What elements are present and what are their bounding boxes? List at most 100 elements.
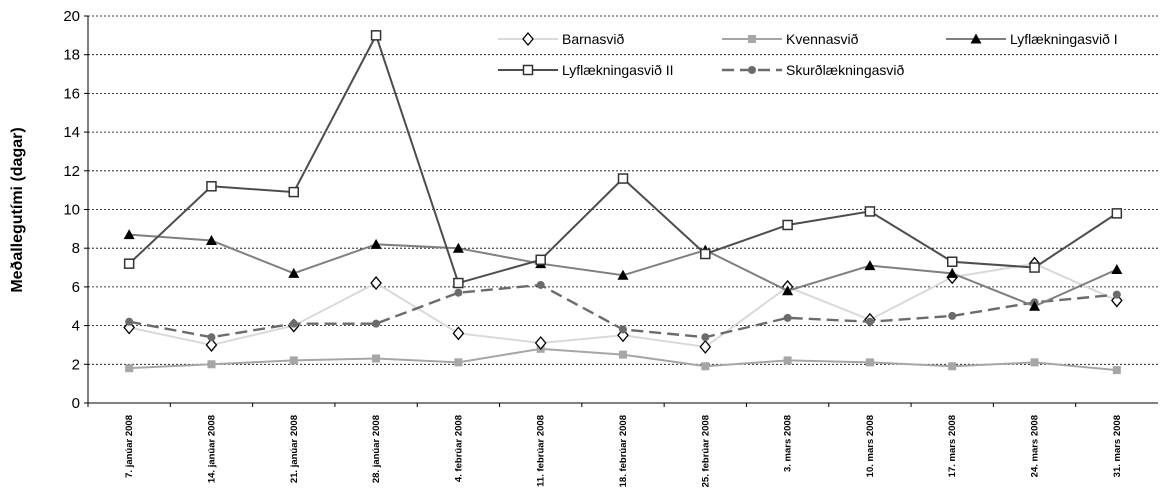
data-point <box>783 313 792 322</box>
y-tick-label: 4 <box>72 318 80 335</box>
y-tick-label: 6 <box>72 279 80 296</box>
data-point <box>617 173 629 184</box>
y-tick-label: 18 <box>63 47 80 64</box>
data-point <box>125 364 134 373</box>
y-tick-label: 10 <box>63 202 80 219</box>
data-point <box>452 242 464 253</box>
y-tick-label: 2 <box>72 356 80 373</box>
data-point <box>619 350 627 359</box>
data-point <box>970 33 982 44</box>
data-point <box>619 325 627 334</box>
data-point <box>536 280 545 289</box>
legend-item: Lyflækningasvið I <box>946 31 1118 47</box>
data-point <box>1030 358 1039 367</box>
data-point <box>700 248 711 260</box>
data-point <box>782 285 794 296</box>
x-tick-label: 11. febrúar 2008 <box>536 415 547 487</box>
data-point <box>946 256 958 267</box>
y-tick-label: 14 <box>63 124 80 141</box>
y-tick-labels: 0 2 4 6 8 10 12 14 16 18 20 <box>63 8 88 412</box>
data-point <box>864 206 876 217</box>
x-tick-label: 24. mars 2008 <box>1030 415 1041 477</box>
legend-label: Barnasvið <box>562 31 624 47</box>
data-point <box>617 269 629 280</box>
y-axis-label: Meðallegutími (dagar) <box>9 127 26 292</box>
data-point <box>206 181 217 192</box>
data-point <box>452 326 465 341</box>
data-point <box>948 362 957 371</box>
data-point <box>1029 300 1041 311</box>
legend-label: Lyflækningasvið I <box>1010 31 1118 47</box>
data-point <box>372 354 381 363</box>
x-tick-label: 28. janúar 2008 <box>371 415 382 483</box>
data-point <box>535 254 546 266</box>
x-tick-label: 10. mars 2008 <box>865 415 876 477</box>
data-point <box>207 360 216 369</box>
x-tick-label: 3. mars 2008 <box>783 415 794 472</box>
data-point <box>522 31 534 47</box>
data-point <box>783 356 792 365</box>
data-point <box>701 362 710 371</box>
data-point <box>205 337 218 352</box>
data-point <box>1112 290 1121 299</box>
data-point <box>748 35 756 43</box>
x-tick-label: 25. febrúar 2008 <box>700 415 711 487</box>
series-3 <box>123 229 1123 311</box>
legend-label: Kvennasvið <box>786 31 859 47</box>
data-point <box>454 288 463 297</box>
data-point <box>288 267 300 278</box>
data-point <box>948 311 957 320</box>
data-point <box>289 356 298 365</box>
y-tick-label: 16 <box>63 85 80 102</box>
data-point <box>782 219 793 231</box>
data-point <box>370 238 382 249</box>
x-tick-label: 17. mars 2008 <box>947 415 958 477</box>
series-5 <box>125 280 1121 342</box>
data-point <box>865 358 874 367</box>
y-tick-label: 12 <box>63 163 80 180</box>
legend-item: Kvennasvið <box>722 31 859 47</box>
legend: Barnasvið Kvennasvið Lyflækningasvið I Lyfl… <box>498 31 1118 78</box>
series-group <box>123 30 1123 375</box>
x-tick-label: 18. febrúar 2008 <box>618 415 629 487</box>
data-point <box>454 358 463 367</box>
data-point <box>205 234 217 245</box>
data-point <box>123 229 135 240</box>
series-4 <box>123 30 1123 289</box>
data-point <box>370 30 382 41</box>
data-point <box>372 319 381 328</box>
data-point <box>748 66 756 74</box>
legend-label: Lyflækningasvið II <box>562 62 674 78</box>
data-point <box>1111 263 1123 274</box>
x-tick-label: 31. mars 2008 <box>1112 415 1123 477</box>
data-point <box>1029 262 1040 273</box>
data-point <box>522 64 534 76</box>
data-point <box>699 339 712 354</box>
legend-item: Lyflækningasvið II <box>498 62 674 78</box>
x-tick-label: 21. janúar 2008 <box>289 415 300 483</box>
legend-label: Skurðlækningasvið <box>786 62 904 78</box>
data-point <box>865 317 874 326</box>
data-point <box>864 260 876 271</box>
series-2 <box>125 344 1121 375</box>
data-point <box>453 277 464 289</box>
legend-item: Barnasvið <box>498 31 624 47</box>
data-point <box>1112 366 1121 375</box>
legend-item: Skurðlækningasvið <box>722 62 904 78</box>
x-tick-labels: 7. janúar 2008 14. janúar 2008 21. janúar … <box>87 403 1123 487</box>
data-point <box>946 267 958 278</box>
x-tick-label: 7. janúar 2008 <box>124 415 135 478</box>
y-tick-label: 8 <box>72 240 80 257</box>
data-point <box>701 333 710 342</box>
data-point <box>289 319 298 328</box>
x-tick-label: 14. janúar 2008 <box>206 415 217 483</box>
data-point <box>370 276 382 291</box>
data-point <box>207 333 216 342</box>
y-tick-label: 0 <box>72 395 80 412</box>
data-point <box>123 258 135 269</box>
data-point <box>534 335 547 351</box>
y-tick-label: 20 <box>63 8 80 25</box>
data-point <box>288 186 300 198</box>
x-tick-label: 4. febrúar 2008 <box>453 415 464 482</box>
